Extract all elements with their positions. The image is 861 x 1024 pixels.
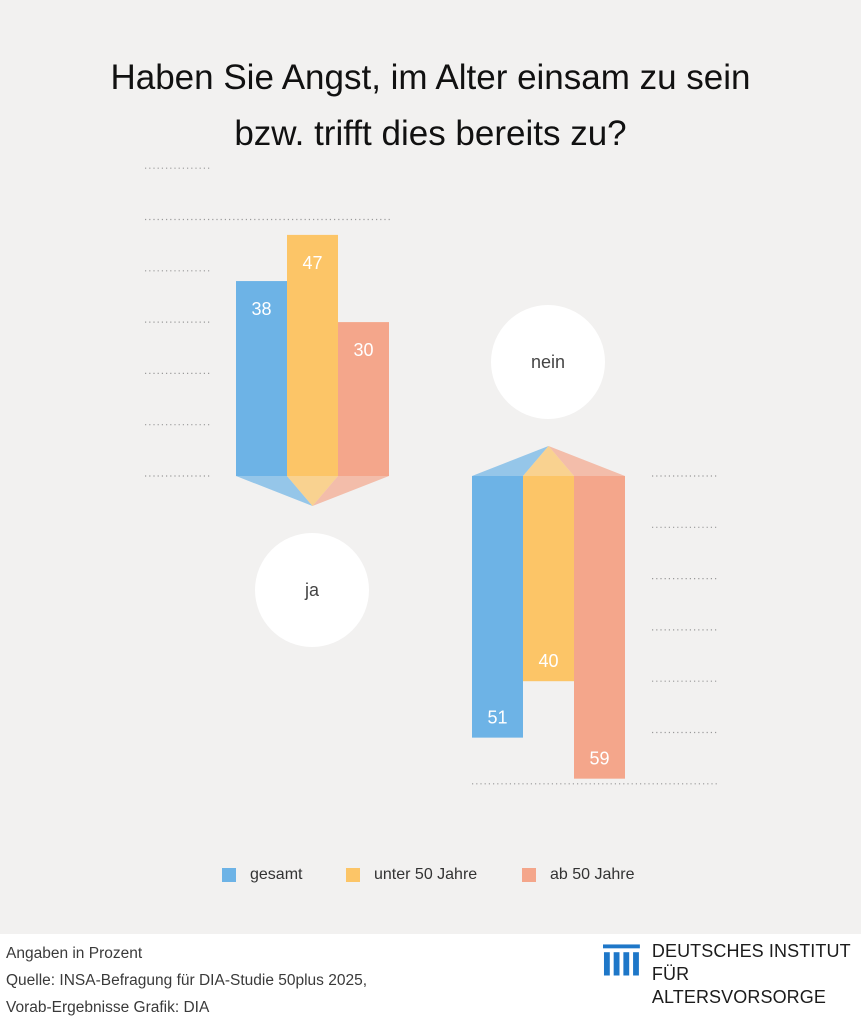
category-label-nein: nein	[531, 352, 565, 372]
data-label-ja-1: 47	[302, 253, 322, 273]
arrow-facet-nein-1	[523, 446, 574, 476]
bar-nein-unter-50-Jahre	[523, 476, 574, 682]
footer-source: Quelle: INSA-Befragung für DIA-Studie 50…	[6, 972, 368, 989]
footer-credit: Vorab-Ergebnisse Grafik: DIA	[6, 999, 210, 1016]
legend-item-unter50: unter 50 Jahre	[346, 866, 477, 884]
arrow-facet-nein-2	[548, 446, 625, 476]
data-label-nein-1: 40	[538, 651, 558, 671]
legend-swatch-unter50	[346, 868, 360, 882]
arrow-facet-ja-2	[312, 476, 389, 506]
legend-label-gesamt: gesamt	[250, 866, 303, 883]
bar-ja-ab-50-Jahre	[338, 322, 389, 476]
bar-chart: 38 47 30 ja 51 40 59 nein	[145, 167, 718, 785]
dia-columns-logo-icon	[603, 944, 640, 976]
legend-item-gesamt: gesamt	[222, 866, 302, 884]
title-line-1: Haben Sie Angst, im Alter einsam zu sein	[110, 58, 751, 97]
legend: gesamt unter 50 Jahre ab 50 Jahre	[0, 866, 861, 890]
category-label-ja: ja	[304, 580, 320, 600]
bar-ja-gesamt	[236, 281, 287, 476]
logo-text: DEUTSCHES INSTITUT FÜR ALTERSVORSORGE	[652, 940, 861, 1009]
footer-notes: Angaben in Prozent Quelle: INSA-Befragun…	[6, 940, 367, 1021]
dia-logo: DEUTSCHES INSTITUT FÜR ALTERSVORSORGE	[603, 940, 861, 1009]
data-label-ja-2: 30	[353, 340, 373, 360]
footer-unit-note: Angaben in Prozent	[6, 945, 143, 962]
legend-item-ab50: ab 50 Jahre	[522, 866, 635, 884]
data-label-ja-0: 38	[251, 299, 271, 319]
legend-swatch-gesamt	[222, 868, 236, 882]
logo-line-1: DEUTSCHES INSTITUT	[651, 941, 851, 961]
title-line-2: bzw. trifft dies bereits zu?	[234, 114, 627, 153]
bar-ja-unter-50-Jahre	[287, 234, 338, 476]
category-circle-nein	[491, 305, 605, 419]
category-circle-ja	[255, 533, 369, 647]
bar-nein-gesamt	[472, 476, 523, 738]
arrow-facet-ja-1	[287, 476, 338, 506]
legend-label-unter50: unter 50 Jahre	[374, 866, 478, 883]
chart-panel	[0, 0, 861, 934]
bar-nein-ab-50-Jahre	[574, 476, 625, 779]
data-label-nein-2: 59	[589, 749, 609, 769]
legend-swatch-ab50	[522, 868, 536, 882]
legend-label-ab50: ab 50 Jahre	[550, 866, 635, 883]
chart-title: Haben Sie Angst, im Alter einsam zu sein…	[0, 50, 861, 162]
data-label-nein-0: 51	[487, 708, 507, 728]
logo-line-2: FÜR ALTERSVORSORGE	[651, 964, 826, 1007]
